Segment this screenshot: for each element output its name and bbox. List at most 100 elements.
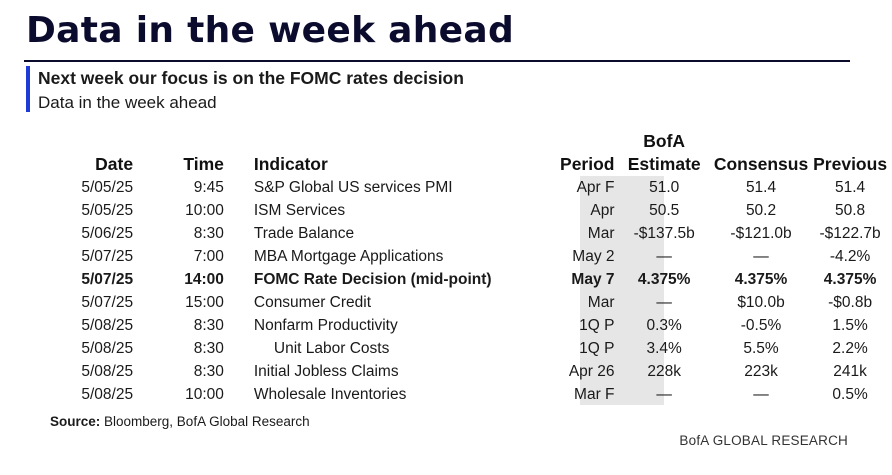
cell-previous: 2.2% [832,340,868,357]
cell-time: 8:30 [193,225,224,242]
cell-indicator: ISM Services [253,202,346,219]
cell-period: 1Q P [579,317,615,334]
header-row: Date Time Indicator Period BofA Estimate … [44,128,892,176]
cell-consensus: -$121.0b [730,225,792,242]
cell-date: 5/06/25 [81,225,134,242]
subtitle: Next week our focus is on the FOMC rates… [38,68,464,88]
cell-previous: 4.375% [823,271,877,288]
cell-period: 1Q P [579,340,615,357]
cell-estimate: 3.4% [646,340,682,357]
cell-estimate: 0.3% [646,317,682,334]
cell-estimate: 51.0 [649,179,680,196]
cell-time: 9:45 [193,179,224,196]
cell-indicator: Initial Jobless Claims [253,363,399,380]
cell-consensus: — [753,248,769,265]
cell-date: 5/08/25 [81,363,134,380]
cell-indicator: Wholesale Inventories [253,386,407,403]
cell-previous: 1.5% [832,317,868,334]
cell-time: 8:30 [193,317,224,334]
table-row: 5/08/25 8:30 Initial Jobless Claims Apr … [44,360,892,383]
page-title: Data in the week ahead [26,10,515,51]
cell-time: 8:30 [193,363,224,380]
source-text: Bloomberg, BofA Global Research [100,414,310,429]
cell-indicator: Trade Balance [253,225,355,242]
cell-consensus: 5.5% [743,340,779,357]
cell-time: 7:00 [193,248,224,265]
cell-date: 5/08/25 [81,340,134,357]
table-row: 5/05/25 10:00 ISM Services Apr 50.5 50.2… [44,199,892,222]
cell-date: 5/05/25 [81,202,134,219]
cell-time: 14:00 [184,271,224,288]
cell-indicator: Nonfarm Productivity [253,317,398,334]
cell-consensus: 223k [744,363,778,380]
subtitle-accent-bar [26,66,30,112]
col-header-estimate: BofA Estimate [615,128,714,176]
cell-estimate: -$137.5b [633,225,695,242]
source-label: Source: [50,414,101,429]
cell-period: Mar [587,225,615,242]
table-row: 5/08/25 8:30 Unit Labor Costs 1Q P 3.4% … [44,337,892,360]
cell-indicator: MBA Mortgage Applications [253,248,444,265]
col-header-previous: Previous [813,154,888,174]
cell-previous: -4.2% [829,248,871,265]
col-header-consensus: Consensus [713,154,809,174]
col-header-time: Time [183,154,224,174]
cell-period: May 7 [571,271,615,288]
cell-consensus: 4.375% [734,271,788,288]
source-note: Source: Bloomberg, BofA Global Research [50,414,310,429]
cell-date: 5/07/25 [81,294,134,311]
cell-estimate: 50.5 [649,202,680,219]
cell-date: 5/05/25 [81,179,134,196]
cell-previous: -$122.7b [819,225,881,242]
col-header-date: Date [95,154,134,174]
cell-date: 5/07/25 [81,248,134,265]
cell-estimate: — [656,386,672,403]
cell-period: Apr 26 [568,363,615,380]
cell-estimate: 4.375% [637,271,691,288]
table-caption: Data in the week ahead [38,93,217,112]
table-row: 5/08/25 8:30 Nonfarm Productivity 1Q P 0… [44,314,892,337]
cell-previous: -$0.8b [828,294,873,311]
table-row: 5/08/25 10:00 Wholesale Inventories Mar … [44,383,892,406]
cell-indicator: Consumer Credit [253,294,372,311]
cell-previous: 51.4 [835,179,866,196]
estimate-column-shading [580,176,664,405]
cell-date: 5/07/25 [81,271,134,288]
cell-time: 15:00 [185,294,224,311]
table-row: 5/07/25 15:00 Consumer Credit Mar — $10.… [44,291,892,314]
cell-period: May 2 [572,248,615,265]
cell-time: 8:30 [193,340,224,357]
table-row: 5/06/25 8:30 Trade Balance Mar -$137.5b … [44,222,892,245]
col-header-indicator: Indicator [253,154,328,174]
brand-footer: BofA GLOBAL RESEARCH [679,433,848,448]
cell-estimate: — [656,248,672,265]
cell-date: 5/08/25 [81,317,134,334]
cell-period: Apr F [576,179,615,196]
col-header-period: Period [560,154,615,174]
cell-indicator: Unit Labor Costs [273,340,390,357]
cell-previous: 0.5% [832,386,868,403]
cell-consensus: 51.4 [745,179,777,196]
cell-previous: 50.8 [835,202,866,219]
col-header-estimate-line2: Estimate [627,154,701,174]
cell-consensus: 50.2 [745,202,777,219]
cell-consensus: — [753,386,769,403]
cell-date: 5/08/25 [81,386,134,403]
cell-indicator: S&P Global US services PMI [253,179,453,196]
table-row: 5/07/25 7:00 MBA Mortgage Applications M… [44,245,892,268]
cell-previous: 241k [833,363,867,380]
cell-estimate: — [656,294,672,311]
cell-time: 10:00 [185,202,224,219]
table-row: 5/05/25 9:45 S&P Global US services PMI … [44,176,892,199]
cell-period: Mar F [574,386,615,403]
data-table: Date Time Indicator Period BofA Estimate … [44,128,892,406]
cell-period: Mar [587,294,615,311]
table-row-highlighted: 5/07/25 14:00 FOMC Rate Decision (mid-po… [44,268,892,291]
title-rule [24,60,850,62]
cell-period: Apr [590,202,615,219]
cell-time: 10:00 [185,386,224,403]
cell-estimate: 228k [647,363,681,380]
cell-consensus: -0.5% [740,317,782,334]
col-header-estimate-line1: BofA [643,131,686,151]
cell-indicator: FOMC Rate Decision (mid-point) [253,271,492,288]
